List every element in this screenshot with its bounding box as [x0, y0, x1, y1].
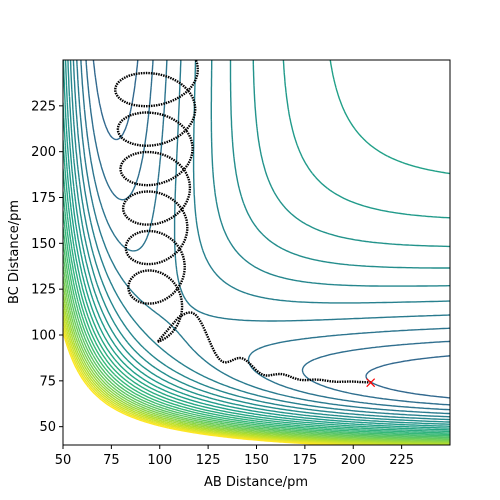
contour-level — [63, 265, 450, 441]
y-tick-label: 50 — [39, 420, 56, 435]
contour-level — [63, 293, 450, 444]
x-tick-label: 50 — [55, 453, 72, 468]
contour-level — [92, 60, 450, 399]
contour-level — [63, 60, 450, 429]
y-tick-label: 75 — [39, 374, 56, 389]
contour-level — [63, 60, 450, 427]
x-tick-label: 125 — [196, 453, 221, 468]
contour-level — [85, 60, 450, 406]
y-tick-label: 125 — [31, 283, 56, 298]
y-tick-label: 175 — [31, 191, 56, 206]
x-axis-label: AB Distance/pm — [204, 475, 308, 490]
y-tick-label: 200 — [31, 145, 56, 160]
x-tick-label: 100 — [147, 453, 172, 468]
contour-level — [69, 60, 450, 421]
y-tick-label: 225 — [31, 99, 56, 114]
x-tick-label: 175 — [292, 453, 317, 468]
contour-level — [72, 60, 450, 418]
contour-lines — [63, 60, 450, 445]
plot-frame — [62, 59, 451, 446]
y-tick-label: 150 — [31, 237, 56, 252]
contour-level — [63, 275, 450, 442]
y-axis-ticks: 50 75 100 125 150 175 200 225 — [31, 99, 63, 435]
trajectory — [114, 60, 376, 388]
contour-level — [63, 210, 450, 436]
x-marker — [366, 378, 376, 388]
contour-level — [63, 191, 450, 434]
trajectory-path — [114, 60, 371, 384]
y-tick-label: 100 — [31, 329, 56, 344]
contour-level — [63, 168, 450, 433]
x-tick-label: 75 — [103, 453, 120, 468]
contour-level — [67, 60, 450, 423]
contour-level — [63, 254, 450, 439]
contour-level — [80, 60, 450, 411]
contour-level — [63, 227, 450, 437]
contour-level — [63, 308, 450, 445]
contour-level — [64, 60, 450, 425]
contour-level — [63, 285, 450, 443]
x-tick-label: 150 — [244, 453, 269, 468]
x-axis-ticks: 50 75 100 125 150 175 200 225 — [55, 445, 414, 468]
contour-level — [63, 140, 450, 431]
contour-level — [63, 301, 450, 445]
contour-level — [63, 241, 450, 438]
x-tick-label: 200 — [341, 453, 366, 468]
x-tick-label: 225 — [389, 453, 414, 468]
y-axis-label: BC Distance/pm — [7, 200, 22, 304]
